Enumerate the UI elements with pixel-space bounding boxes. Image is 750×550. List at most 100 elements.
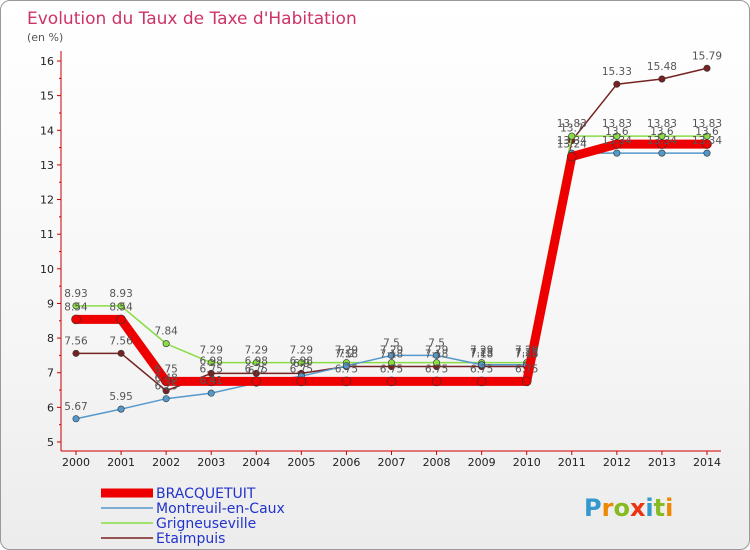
y-tick-label: 13	[40, 159, 54, 172]
logo-letter: o	[613, 494, 630, 522]
x-tick-label: 2009	[468, 456, 496, 469]
data-label-2: 7.84	[154, 326, 178, 338]
data-point-1	[613, 149, 621, 157]
data-label-3: 15.48	[647, 61, 677, 73]
data-point-0	[386, 376, 397, 387]
logo-letter: t	[654, 494, 665, 522]
value-labels: 8.54 8.546.75 6.75 6.75 6.75 6.75 6.75 6.75 6.75…	[64, 50, 722, 413]
chart-title: Evolution du Taux de Taxe d'Habitation	[27, 9, 357, 29]
data-label-3: 6.48	[154, 373, 177, 385]
data-label-1: 7.2	[338, 348, 355, 360]
logo-letter: i	[645, 494, 653, 522]
legend-label: Etaimpuis	[156, 531, 225, 547]
y-tick-label: 5	[47, 436, 54, 449]
data-label-0: 13.24	[557, 139, 587, 151]
data-point-0	[431, 376, 442, 387]
y-tick-label: 14	[40, 124, 54, 137]
x-tick-label: 2003	[197, 456, 225, 469]
data-point-1	[703, 149, 711, 157]
data-label-1: 13.34	[557, 135, 587, 147]
data-label-3: 6.98	[245, 355, 268, 367]
data-label-1: 13.34	[692, 135, 722, 147]
data-label-1: 6.41	[200, 375, 223, 387]
data-point-2	[207, 359, 215, 367]
unit-label: (en %)	[27, 31, 63, 44]
data-label-2: 7.29	[380, 345, 403, 357]
data-label-3: 7.18	[380, 348, 403, 360]
data-label-3: 7.18	[335, 348, 358, 360]
data-label-0: 6.75	[380, 363, 403, 375]
data-point-1	[478, 361, 486, 369]
y-tick-label: 12	[40, 194, 54, 207]
y-tick-label: 9	[47, 297, 54, 310]
x-tick-label: 2001	[107, 456, 135, 469]
data-label-1: 6.25	[154, 381, 177, 393]
data-point-2	[117, 302, 125, 310]
data-label-2: 13.83	[692, 118, 722, 130]
data-point-0	[476, 376, 487, 387]
data-point-0	[521, 376, 532, 387]
data-point-1	[387, 351, 395, 359]
data-label-0: 8.54	[64, 301, 88, 313]
data-label-3: 7.56	[64, 335, 88, 347]
x-tick-label: 2012	[603, 456, 631, 469]
data-label-2: 13.83	[557, 118, 587, 130]
data-label-1: 7.23	[470, 347, 493, 359]
data-point-0	[296, 376, 307, 387]
data-point-0	[341, 376, 352, 387]
data-label-2: 13.83	[647, 118, 677, 130]
data-label-1: 13.34	[602, 135, 632, 147]
data-label-0: 8.54	[109, 301, 133, 313]
x-tick-label: 2005	[287, 456, 315, 469]
logo-letter: i	[665, 494, 673, 522]
data-point-1	[117, 405, 125, 413]
data-label-3: 6.98	[200, 355, 223, 367]
data-label-2: 7.29	[290, 345, 313, 357]
data-label-0: 13.6	[650, 126, 674, 138]
x-tick-label: 2014	[693, 456, 721, 469]
y-tick-label: 7	[47, 367, 54, 380]
data-point-3	[117, 349, 125, 357]
logo-letter: x	[630, 494, 646, 522]
x-tick-label: 2000	[62, 456, 90, 469]
x-tick-label: 2006	[332, 456, 360, 469]
data-point-2	[387, 359, 395, 367]
logo-letter: r	[602, 494, 614, 522]
data-label-0: 6.75	[154, 363, 177, 375]
data-point-2	[162, 340, 170, 348]
data-point-1	[72, 415, 80, 423]
data-label-3: 7.18	[470, 348, 493, 360]
data-label-1: 5.95	[109, 391, 132, 403]
data-point-3	[703, 64, 711, 72]
data-point-1	[658, 149, 666, 157]
x-tick-label: 2013	[648, 456, 676, 469]
data-label-2: 7.29	[470, 345, 493, 357]
x-tick-label: 2008	[423, 456, 451, 469]
axes: 5 6 7 8 9 10 11 12 13 14 15 16 2000 2001 2002 2003 2004 2…	[40, 51, 721, 469]
data-point-0	[612, 139, 622, 149]
data-point-0	[71, 314, 81, 325]
y-tick-label: 15	[40, 90, 54, 103]
data-label-0: 6.75	[200, 363, 223, 375]
data-point-0	[206, 376, 217, 387]
data-label-0: 6.75	[290, 363, 313, 375]
data-label-0: 13.6	[695, 126, 719, 138]
data-label-1: 7.5	[428, 337, 445, 349]
data-label-0: 6.75	[515, 363, 538, 375]
data-label-1: 7.5	[383, 337, 400, 349]
data-label-0: 6.75	[335, 363, 358, 375]
data-label-3: 7.18	[515, 348, 538, 360]
data-point-0	[657, 139, 667, 149]
y-tick-label: 6	[47, 401, 54, 414]
data-point-1	[207, 389, 215, 397]
logo-letter: P	[584, 494, 602, 522]
data-label-3: 15.79	[692, 50, 722, 62]
data-point-2	[252, 359, 260, 367]
legend-label: Montreuil-en-Caux	[156, 501, 285, 517]
data-point-2	[433, 359, 441, 367]
y-tick-label: 10	[40, 263, 54, 276]
data-label-2: 7.29	[200, 345, 223, 357]
legend-label: Grigneuseville	[156, 516, 256, 532]
